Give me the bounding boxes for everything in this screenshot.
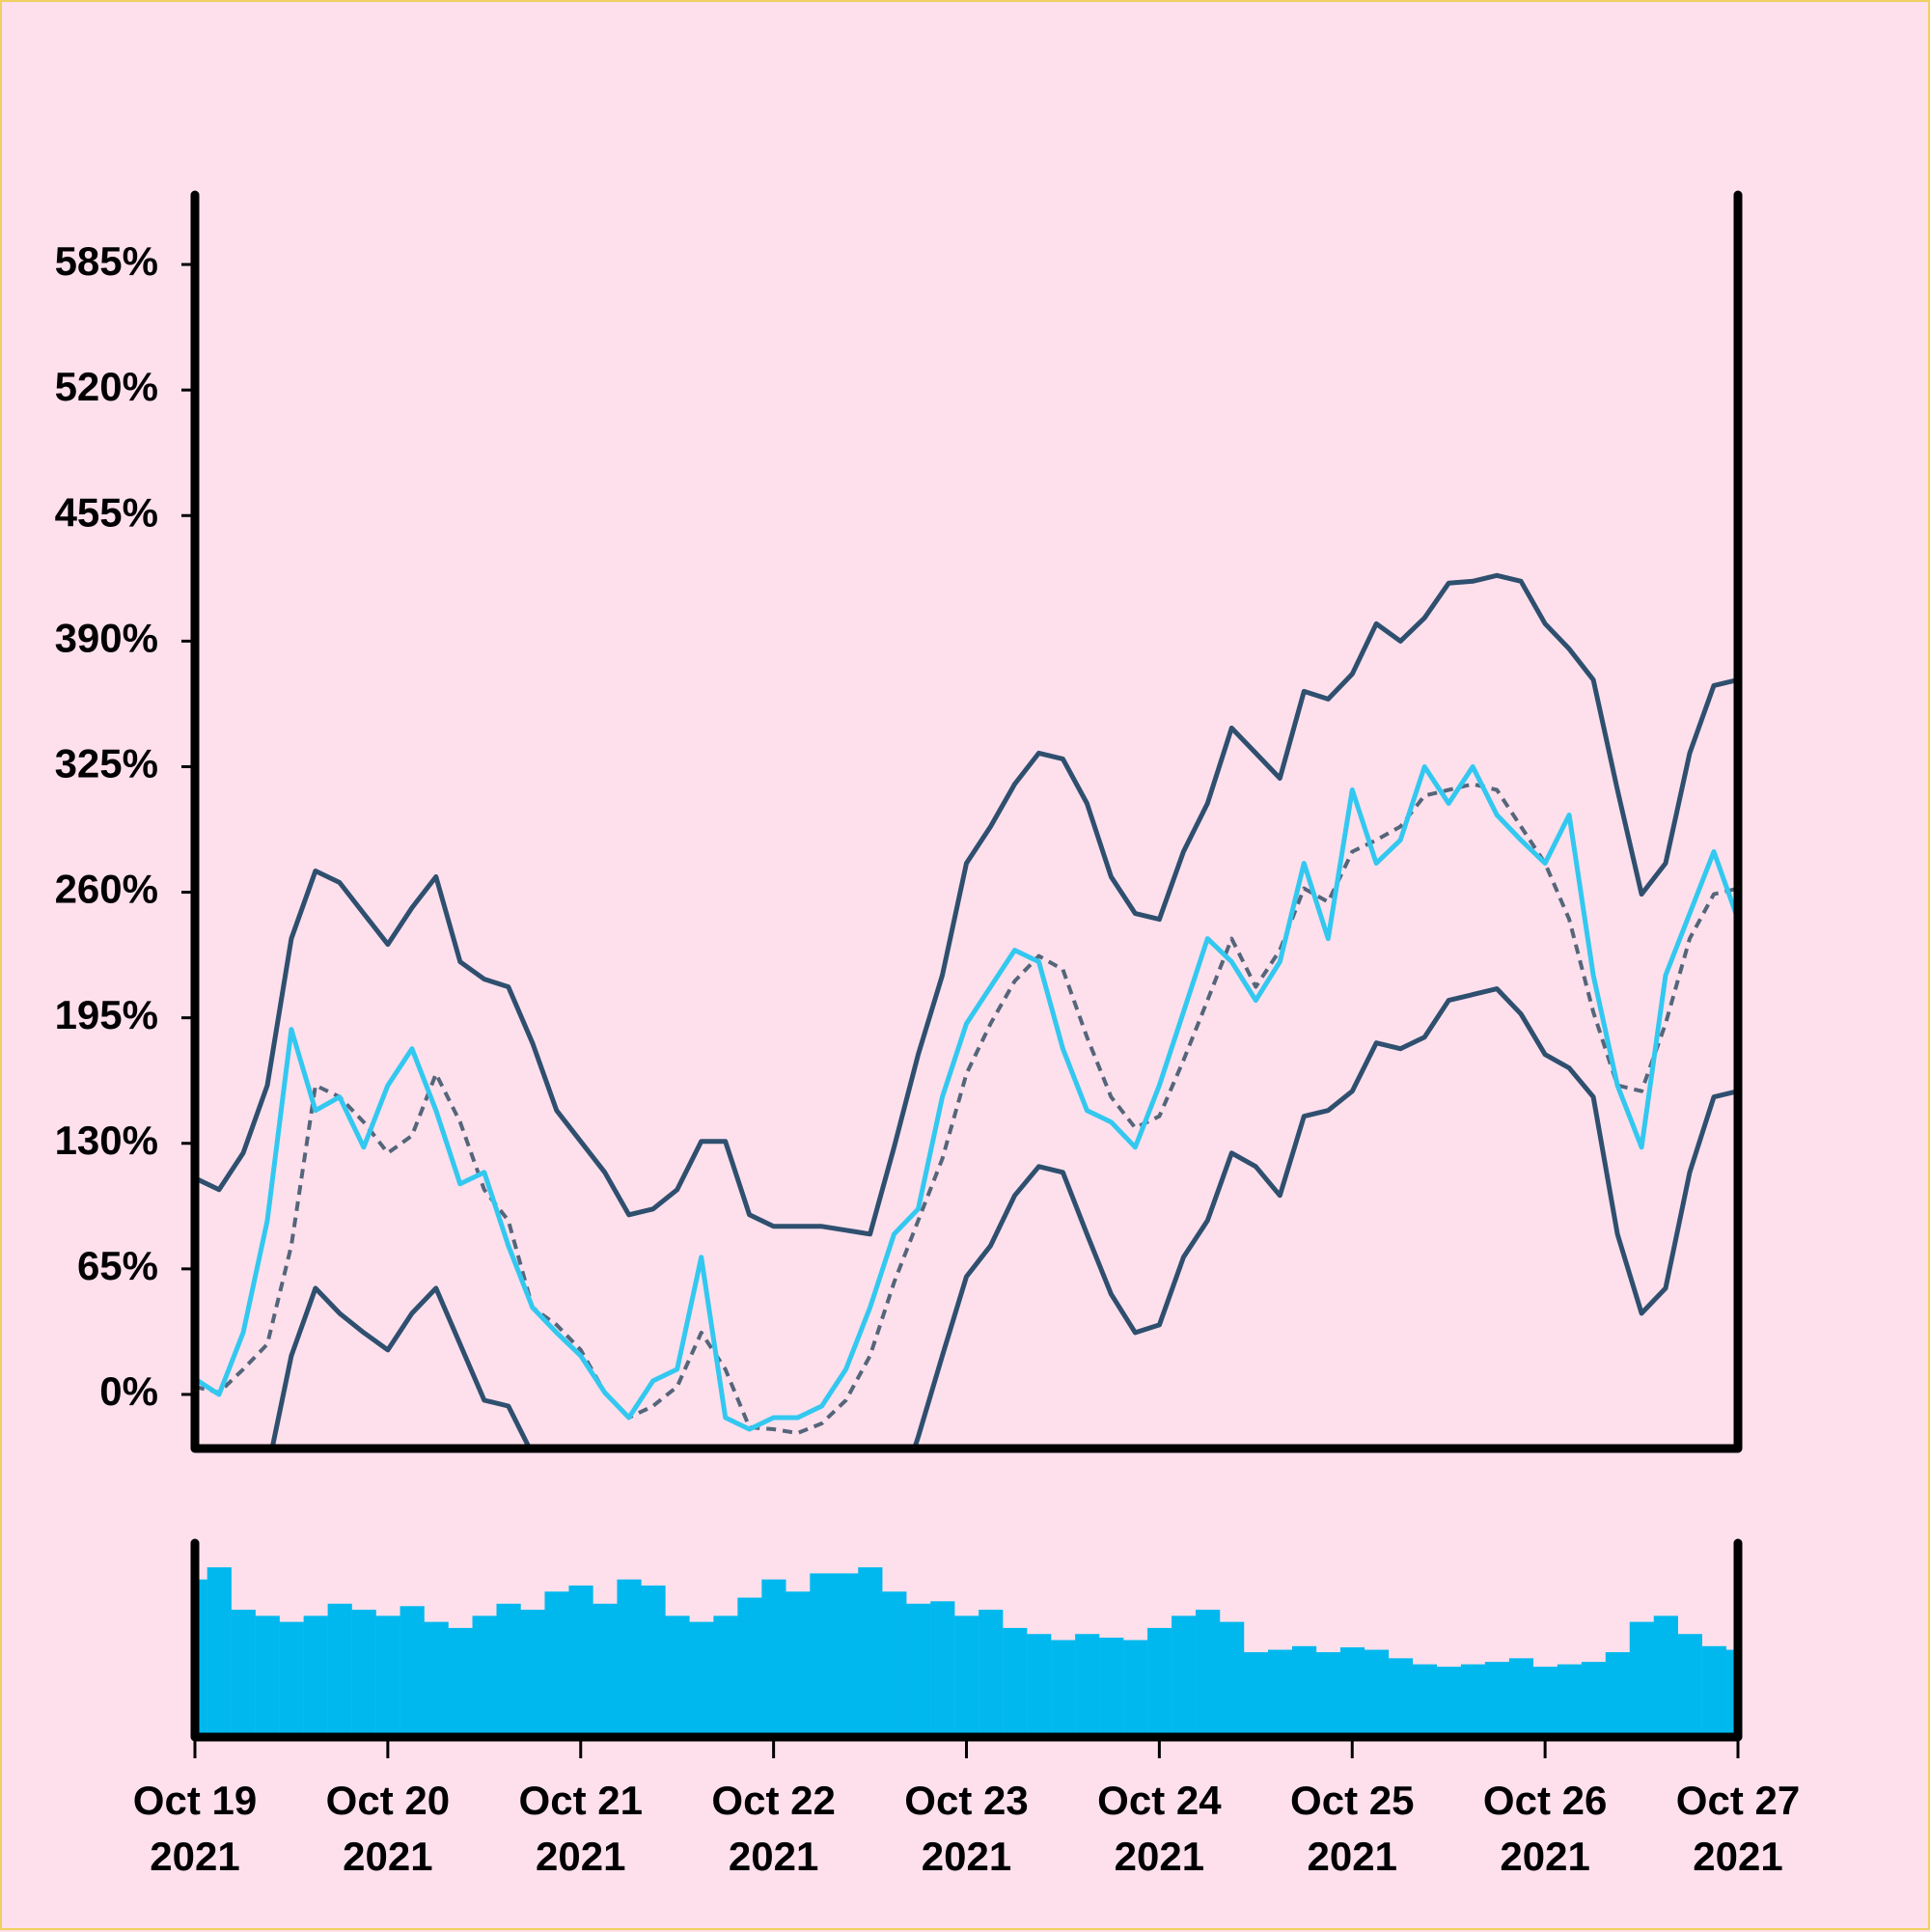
- y-tick-label: 195%: [55, 992, 158, 1037]
- x-tick-label: Oct 19 2021: [132, 1778, 258, 1879]
- volume-bar: [1051, 1640, 1076, 1737]
- y-tick-label: 0%: [99, 1368, 158, 1414]
- volume-bar: [496, 1603, 521, 1737]
- volume-bar: [207, 1567, 232, 1737]
- volume-bar: [1508, 1658, 1534, 1737]
- volume-bar: [520, 1610, 545, 1737]
- volume-bar: [713, 1615, 738, 1737]
- series-line: [195, 782, 1738, 1435]
- volume-bar: [786, 1591, 811, 1737]
- volume-bar: [930, 1601, 955, 1737]
- volume-bar: [858, 1567, 883, 1737]
- volume-bar: [906, 1603, 931, 1737]
- axes: 0% 65% 130% 195% 260% 325% 390% 455% 520% 585%: [55, 190, 1743, 1758]
- volume-bar: [1677, 1634, 1702, 1737]
- volume-bar: [593, 1603, 618, 1737]
- volume-bar: [1436, 1667, 1462, 1737]
- series-line: [195, 764, 1738, 1432]
- x-tick-label: Oct 24 2021: [1097, 1778, 1222, 1879]
- volume-area: [195, 1567, 1739, 1737]
- volume-bar: [1172, 1615, 1197, 1737]
- volume-bar: [737, 1597, 762, 1737]
- volume-bar: [279, 1621, 304, 1737]
- volume-bar: [665, 1615, 690, 1737]
- volume-bar: [1460, 1664, 1486, 1737]
- volume-bar: [761, 1579, 786, 1737]
- volume-bar: [375, 1615, 400, 1737]
- volume-bar: [954, 1615, 979, 1737]
- volume-bar: [472, 1615, 497, 1737]
- volume-bar: [834, 1573, 859, 1737]
- x-tick-label: Oct 22 2021: [711, 1778, 836, 1879]
- series-line: [269, 986, 1738, 1449]
- y-tick-label: 390%: [55, 615, 158, 660]
- volume-bar: [1027, 1634, 1052, 1737]
- volume-bar: [979, 1610, 1004, 1737]
- y-tick-label: 65%: [77, 1243, 158, 1288]
- volume-frame: [190, 1538, 1743, 1742]
- volume-bar: [1099, 1637, 1124, 1737]
- volume-bar: [1267, 1649, 1293, 1737]
- y-tick-label: 520%: [55, 364, 158, 409]
- volume-bar: [1484, 1662, 1510, 1737]
- x-tick-label: Oct 25 2021: [1290, 1778, 1415, 1879]
- volume-bar: [231, 1610, 256, 1737]
- volume-bar: [641, 1585, 666, 1737]
- y-tick-label: 325%: [55, 741, 158, 787]
- x-tick-label: Oct 20 2021: [325, 1778, 451, 1879]
- volume-bar: [1003, 1627, 1028, 1737]
- volume-bar: [1244, 1652, 1269, 1737]
- volume-bar: [1532, 1667, 1558, 1737]
- y-tick-label: 260%: [55, 867, 158, 912]
- y-tick-label: 585%: [55, 238, 158, 284]
- volume-bar: [568, 1585, 593, 1737]
- volume-bar: [303, 1615, 328, 1737]
- volume-bar: [1339, 1647, 1365, 1737]
- x-tick-label: Oct 27 2021: [1675, 1778, 1801, 1879]
- volume-bar: [544, 1591, 569, 1737]
- y-tick-label: 455%: [55, 489, 158, 535]
- volume-bar: [327, 1603, 352, 1737]
- volume-bar: [1701, 1645, 1726, 1737]
- volume-bar: [448, 1627, 473, 1737]
- volume-bar: [1315, 1652, 1341, 1737]
- volume-bar: [1220, 1621, 1245, 1737]
- x-tick-label: Oct 21 2021: [518, 1778, 643, 1879]
- y-tick-label: 130%: [55, 1118, 158, 1163]
- volume-bar: [689, 1621, 714, 1737]
- volume-bar: [1388, 1658, 1414, 1737]
- main-frame: [190, 190, 1743, 1453]
- volume-bar: [351, 1610, 376, 1737]
- volume-bar: [400, 1606, 425, 1737]
- volume-bar: [255, 1615, 280, 1737]
- volume-bar: [1364, 1649, 1390, 1737]
- volume-bar: [1412, 1664, 1438, 1737]
- volume-bar: [1581, 1662, 1606, 1737]
- volume-bar: [1605, 1652, 1630, 1737]
- x-tick-label: Oct 26 2021: [1482, 1778, 1608, 1879]
- volume-bar: [1653, 1615, 1678, 1737]
- volume-bar: [810, 1573, 835, 1737]
- series-line: [195, 572, 1738, 1237]
- volume-bar: [1629, 1621, 1654, 1737]
- volume-bar: [1147, 1627, 1172, 1737]
- volume-bar: [1075, 1634, 1100, 1737]
- volume-bar: [882, 1591, 907, 1737]
- plot-area: [195, 572, 1738, 1449]
- volume-bar: [1291, 1645, 1317, 1737]
- volume-bar: [1557, 1664, 1583, 1737]
- volume-bar: [424, 1621, 449, 1737]
- volume-bar: [617, 1579, 642, 1737]
- x-tick-label: Oct 23 2021: [904, 1778, 1029, 1879]
- volume-bar: [1123, 1640, 1148, 1737]
- volume-bar: [1196, 1610, 1221, 1737]
